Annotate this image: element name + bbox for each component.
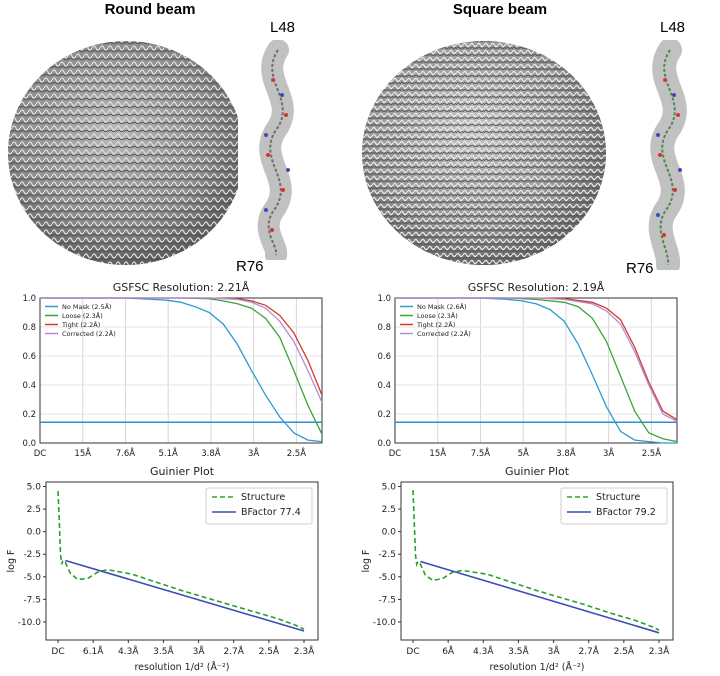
y-tick-label: 5.0 (27, 483, 42, 493)
series-line (420, 560, 660, 634)
y-tick-label: 0.4 (22, 381, 36, 391)
series-line (40, 297, 323, 403)
helix-density-round (238, 39, 324, 266)
x-tick-label: 2.5Å (259, 645, 280, 657)
chart-title: Guinier Plot (150, 465, 215, 478)
legend-entry: Structure (596, 492, 640, 503)
series-line (65, 559, 305, 632)
y-tick-label: 0.0 (22, 439, 36, 449)
y-tick-label: 5.0 (382, 483, 397, 493)
chart-title: GSFSC Resolution: 2.21Å (113, 281, 250, 294)
x-tick-label: 3.5Å (508, 645, 529, 657)
x-tick-label: 15Å (429, 447, 446, 459)
y-tick-label: 0.2 (22, 410, 36, 420)
x-tick-label: 3.5Å (153, 645, 174, 657)
x-tick-label: 7.6Å (116, 447, 136, 459)
x-tick-label: 5Å (518, 447, 529, 459)
y-tick-label: 1.0 (22, 294, 36, 304)
x-tick-label: 2.5Å (642, 447, 662, 459)
density-map-square (358, 28, 608, 268)
y-tick-label: 0.0 (27, 528, 42, 538)
guinier-chart-round: Guinier Plot 5.0 2.5 0.0 -2.5 -5.0 -7.5 -10.0 DC… (6, 465, 319, 673)
y-tick-label: -2.5 (378, 550, 396, 560)
helix-density-square (626, 38, 712, 277)
helix-label-bottom-square: R76 (626, 260, 654, 277)
x-tick-label: 3.8Å (556, 447, 576, 459)
x-tick-label: 2.5Å (614, 645, 635, 657)
x-tick-label: DC (406, 647, 419, 657)
y-tick-label: -2.5 (23, 550, 41, 560)
x-tick-label: 2.5Å (287, 447, 307, 459)
x-tick-label: 6.1Å (83, 645, 104, 657)
y-tick-label: 2.5 (382, 505, 396, 515)
plot-frame (400, 481, 674, 641)
density-map-round (4, 28, 244, 268)
y-tick-label: 0.4 (377, 381, 391, 391)
series-line (395, 297, 678, 422)
y-tick-label: -10.0 (18, 618, 42, 628)
x-tick-label: 3Å (548, 645, 561, 657)
panel-title-round: Round beam (104, 1, 196, 18)
x-tick-label: 2.7Å (578, 645, 599, 657)
x-tick-label: 3Å (603, 447, 614, 459)
x-tick-label: DC (34, 449, 47, 459)
x-tick-label: 2.3Å (294, 645, 315, 657)
x-tick-label: 3Å (193, 645, 206, 657)
legend-entry: BFactor 79.2 (596, 507, 656, 518)
legend-entry: Corrected (2.2Å) (62, 329, 116, 338)
series-line (412, 490, 660, 631)
x-tick-label: 5.1Å (159, 447, 179, 459)
legend-entry: No Mask (2.5Å) (62, 302, 112, 311)
legend-entry: Tight (2.2Å) (61, 320, 100, 329)
x-tick-label: DC (51, 647, 64, 657)
y-tick-label: -10.0 (373, 618, 397, 628)
chart-title: Guinier Plot (505, 465, 570, 478)
y-tick-label: 0.0 (377, 439, 391, 449)
y-tick-label: 0.6 (377, 352, 391, 362)
y-axis-label: log F (361, 550, 372, 573)
y-tick-label: -5.0 (23, 573, 41, 583)
x-axis-label: resolution 1/d² (Å⁻²) (134, 661, 229, 673)
y-tick-label: 1.0 (377, 294, 391, 304)
plot-frame (45, 481, 319, 641)
y-tick-label: 0.8 (377, 323, 391, 333)
y-tick-label: -7.5 (378, 595, 396, 605)
legend-entry: Loose (2.3Å) (417, 311, 458, 320)
fsc-chart-square: GSFSC Resolution: 2.19Å DC 15Å 7.5Å 5Å 3.8Å 3Å… (377, 281, 678, 459)
legend-entry: Loose (2.3Å) (62, 311, 103, 320)
x-tick-label: 3Å (248, 447, 259, 459)
legend-entry: BFactor 77.4 (241, 507, 301, 518)
y-tick-label: 2.5 (27, 505, 41, 515)
chart-title: GSFSC Resolution: 2.19Å (468, 281, 605, 294)
x-tick-label: 4.3Å (473, 645, 494, 657)
x-tick-label: 15Å (74, 447, 91, 459)
legend-entry: Structure (241, 492, 285, 503)
x-tick-label: 2.7Å (223, 645, 244, 657)
y-axis-label: log F (6, 550, 17, 573)
helix-label-top-round: L48 (270, 19, 296, 36)
y-tick-label: 0.6 (22, 352, 36, 362)
y-tick-label: 0.2 (377, 410, 391, 420)
x-tick-label: 2.3Å (649, 645, 670, 657)
x-tick-label: DC (389, 449, 402, 459)
helix-label-bottom-round: R76 (236, 258, 264, 275)
x-tick-label: 4.3Å (118, 645, 139, 657)
x-tick-label: 7.5Å (471, 447, 491, 459)
legend-entry: Tight (2.2Å) (416, 320, 455, 329)
legend-entry: No Mask (2.6Å) (417, 302, 467, 311)
y-tick-label: 0.8 (22, 323, 36, 333)
panel-title-square: Square beam (452, 1, 548, 18)
y-tick-label: -7.5 (23, 595, 41, 605)
x-tick-label: 3.8Å (201, 447, 221, 459)
fsc-chart-round: GSFSC Resolution: 2.21Å DC 15Å 7.6Å 5.1Å 3.8Å… (22, 281, 323, 459)
x-axis-label: resolution 1/d² (Å⁻²) (489, 661, 584, 673)
x-tick-label: 6Å (442, 645, 455, 657)
y-tick-label: -5.0 (378, 573, 396, 583)
legend-entry: Corrected (2.2Å) (417, 329, 471, 338)
guinier-chart-square: Guinier Plot 5.0 2.5 0.0 -2.5 -5.0 -7.5 -10.0 DC… (361, 465, 674, 673)
y-tick-label: 0.0 (382, 528, 397, 538)
helix-label-top-square: L48 (660, 19, 686, 36)
